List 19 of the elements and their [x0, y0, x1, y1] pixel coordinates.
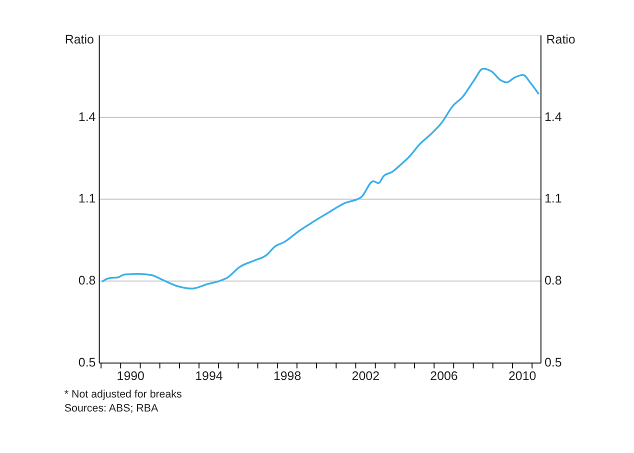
x-tick-label: 1994	[195, 368, 223, 383]
y-tick-label: 0.8	[78, 274, 96, 288]
y-tick-label: 1.4	[78, 110, 96, 124]
y2-tick-label: 1.1	[544, 192, 562, 206]
y2-tick-label: 1.4	[544, 110, 562, 124]
x-tick-label: 2002	[352, 368, 380, 383]
x-tick-label: 1990	[116, 368, 145, 383]
y-axis-title: Ratio	[64, 32, 94, 46]
x-tick-label: 1998	[273, 368, 302, 383]
line-series	[100, 68, 540, 290]
y2-axis-title: Ratio	[546, 32, 576, 46]
source-note: Sources: ABS; RBA	[64, 402, 159, 415]
text: * Not adjusted for breaks	[64, 388, 182, 400]
y2-tick-label: 0.5	[544, 356, 562, 370]
x-tick-label: 2010	[508, 368, 536, 383]
y-tick-label: 0.5	[78, 356, 96, 370]
x-tick-label: 2006	[430, 368, 458, 383]
y2-tick-label: 0.8	[544, 274, 562, 288]
y-tick-label: 1.1	[78, 192, 96, 206]
